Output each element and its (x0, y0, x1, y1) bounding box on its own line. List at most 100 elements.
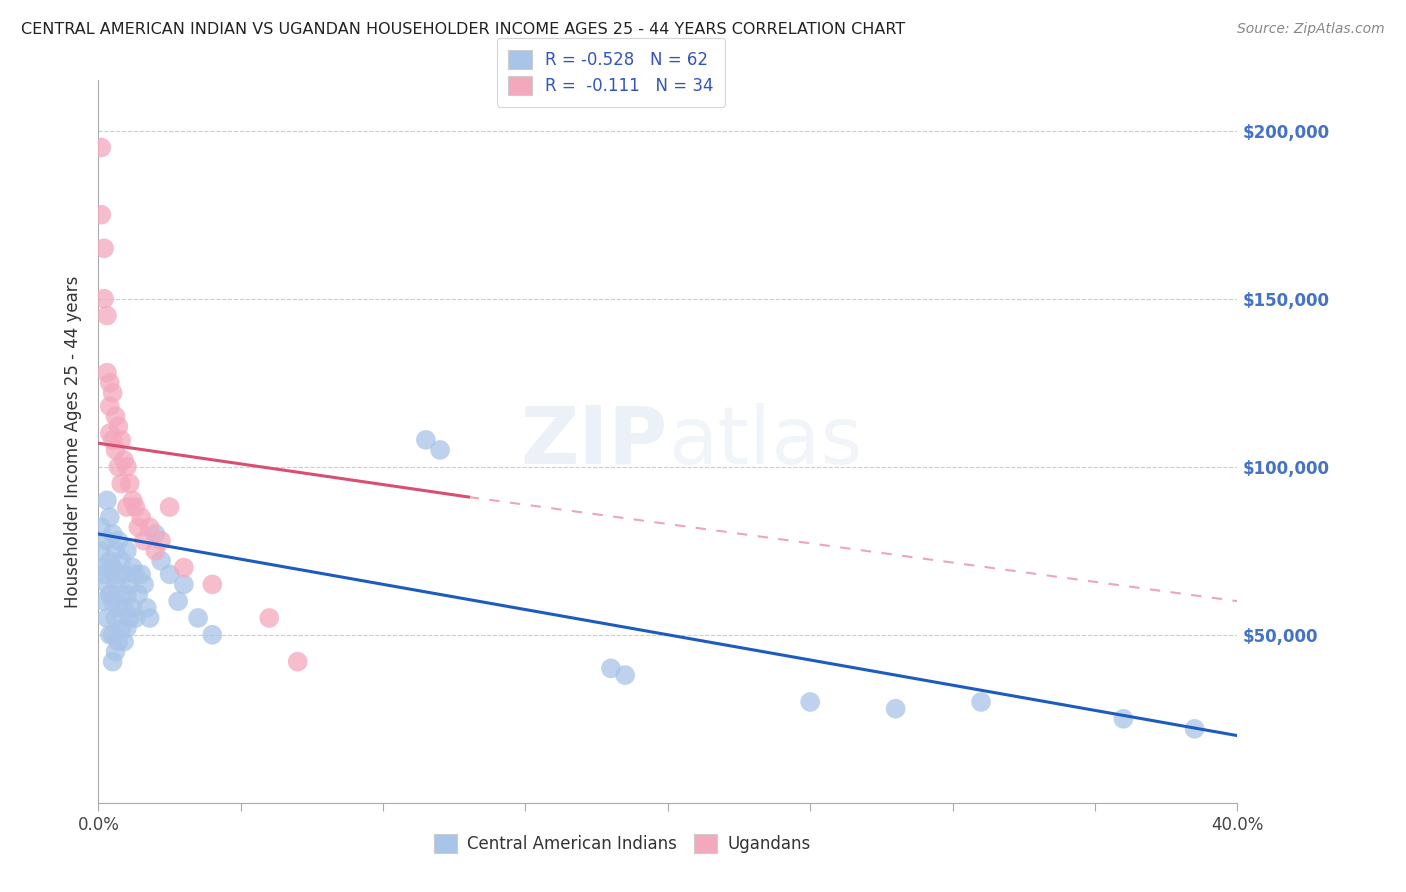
Point (107, 634, 129, 648)
Point (93, 560, 115, 574)
Point (173, 560, 195, 574)
Point (107, 600, 129, 615)
Point (173, 577, 195, 591)
Point (112, 567, 135, 582)
Point (90, 543, 112, 558)
Point (98, 587, 121, 601)
Point (90, 520, 112, 534)
Point (104, 611, 127, 625)
Point (201, 628, 224, 642)
Point (124, 567, 146, 582)
Point (127, 587, 149, 601)
Point (115, 621, 138, 635)
Point (112, 634, 135, 648)
Point (98, 510, 121, 524)
Point (104, 409, 127, 424)
Point (115, 587, 138, 601)
Point (415, 433, 437, 447)
Point (101, 385, 124, 400)
Point (104, 442, 127, 457)
Text: ZIP: ZIP (520, 402, 668, 481)
Point (98, 426, 121, 441)
Point (115, 500, 138, 514)
Point (167, 594, 190, 608)
Point (96, 309, 118, 323)
Point (115, 459, 138, 474)
Point (104, 577, 127, 591)
Point (132, 533, 155, 548)
Point (101, 527, 124, 541)
Point (110, 554, 132, 568)
Point (132, 577, 155, 591)
Point (259, 611, 281, 625)
Point (96, 611, 118, 625)
Point (90, 208, 112, 222)
Text: Source: ZipAtlas.com: Source: ZipAtlas.com (1237, 22, 1385, 37)
Point (600, 661, 623, 675)
Legend: Central American Indians, Ugandans: Central American Indians, Ugandans (427, 827, 817, 860)
Point (121, 600, 143, 615)
Point (104, 543, 127, 558)
Point (110, 587, 132, 601)
Point (107, 459, 129, 474)
Point (112, 600, 135, 615)
Point (98, 554, 121, 568)
Point (159, 500, 181, 514)
Point (104, 644, 127, 658)
Point (129, 567, 152, 582)
Point (107, 567, 129, 582)
Point (110, 476, 132, 491)
Point (124, 611, 146, 625)
Point (90, 140, 112, 154)
Point (93, 594, 115, 608)
Point (187, 611, 209, 625)
Point (115, 543, 138, 558)
Point (1112, 712, 1135, 726)
Point (429, 442, 451, 457)
Point (96, 366, 118, 380)
Point (799, 695, 821, 709)
Point (96, 493, 118, 508)
Point (93, 292, 115, 306)
Point (96, 533, 118, 548)
Y-axis label: Householder Income Ages 25 - 44 years: Householder Income Ages 25 - 44 years (65, 276, 83, 607)
Point (98, 376, 121, 390)
Text: atlas: atlas (668, 402, 862, 481)
Point (159, 567, 181, 582)
Point (98, 399, 121, 413)
Point (127, 520, 149, 534)
Point (150, 554, 173, 568)
Point (138, 520, 160, 534)
Point (110, 621, 132, 635)
Point (118, 577, 141, 591)
Point (124, 500, 146, 514)
Point (121, 493, 143, 508)
Point (101, 628, 124, 642)
Point (121, 560, 143, 574)
Point (150, 533, 173, 548)
Point (287, 655, 309, 669)
Point (98, 628, 121, 642)
Point (101, 655, 124, 669)
Point (93, 241, 115, 255)
Point (112, 453, 135, 467)
Point (101, 594, 124, 608)
Point (201, 577, 224, 591)
Point (138, 611, 160, 625)
Point (145, 527, 167, 541)
Point (614, 668, 637, 682)
Point (135, 600, 157, 615)
Point (884, 702, 907, 716)
Point (970, 695, 993, 709)
Point (145, 543, 167, 558)
Point (93, 567, 115, 582)
Point (118, 476, 141, 491)
Point (107, 419, 129, 434)
Point (101, 433, 124, 447)
Point (129, 510, 152, 524)
Text: CENTRAL AMERICAN INDIAN VS UGANDAN HOUSEHOLDER INCOME AGES 25 - 44 YEARS CORRELA: CENTRAL AMERICAN INDIAN VS UGANDAN HOUSE… (21, 22, 905, 37)
Point (1184, 722, 1206, 736)
Point (107, 533, 129, 548)
Point (101, 560, 124, 574)
Point (96, 577, 118, 591)
